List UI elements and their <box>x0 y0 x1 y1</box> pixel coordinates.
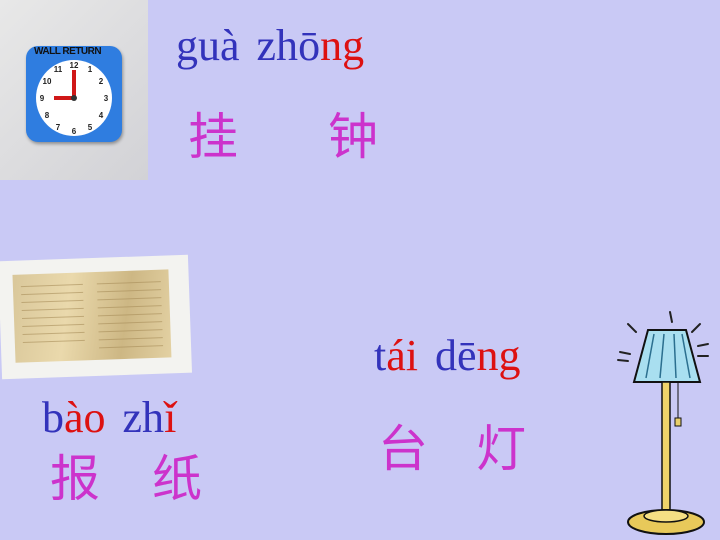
newspaper-pinyin: bào zhǐ <box>42 396 176 440</box>
pinyin-initial: t <box>374 331 387 380</box>
newspaper-hanzi-2: 纸 <box>152 450 202 508</box>
lamp-hanzi-1: 台 <box>378 420 428 478</box>
clock-face: 12 3 6 9 1 2 4 5 7 8 10 11 <box>26 46 122 142</box>
pinyin-final: ào <box>64 393 106 442</box>
newspaper-image <box>0 254 193 380</box>
newspaper-hanzi-1: 报 <box>50 450 100 508</box>
svg-text:11: 11 <box>54 65 63 74</box>
lamp-pinyin: tái dēng <box>374 334 521 378</box>
clock-brand-text: WALL RETURN <box>34 46 102 57</box>
svg-text:4: 4 <box>99 111 104 120</box>
svg-text:1: 1 <box>88 65 93 74</box>
pinyin-tone-vowel: ē <box>457 331 477 380</box>
pinyin-final: ng <box>320 21 365 70</box>
lamp-hanzi-2: 灯 <box>476 420 526 478</box>
newspaper-print-icon <box>20 281 164 349</box>
svg-text:3: 3 <box>104 94 109 103</box>
svg-text:7: 7 <box>56 123 61 132</box>
svg-text:10: 10 <box>43 77 52 86</box>
pinyin-syllable-initial: g <box>176 21 198 70</box>
svg-text:8: 8 <box>45 111 50 120</box>
wall-clock-image: 12 3 6 9 1 2 4 5 7 8 10 11 WALL RETURN <box>0 0 148 180</box>
pinyin-tone-vowel: ǐ <box>164 393 177 442</box>
pinyin-initial: b <box>42 393 64 442</box>
pinyin-syllable-rest: uà <box>198 21 240 70</box>
pinyin-initial: zh <box>122 393 165 442</box>
svg-text:5: 5 <box>88 123 93 132</box>
pinyin-tone-vowel: ō <box>298 21 321 70</box>
pinyin-final: ái <box>386 331 418 380</box>
pinyin-initial: d <box>435 331 457 380</box>
pinyin-final: ng <box>476 331 521 380</box>
clock-pinyin: guà zhōng <box>176 24 364 68</box>
clock-hanzi-1: 挂 <box>188 108 238 166</box>
svg-text:9: 9 <box>40 94 45 103</box>
newspaper-sheet <box>12 269 172 363</box>
svg-text:12: 12 <box>70 61 79 70</box>
clock-dial-icon: 12 3 6 9 1 2 4 5 7 8 10 11 <box>36 60 112 136</box>
pinyin-part: zh <box>256 21 299 70</box>
svg-text:2: 2 <box>99 77 104 86</box>
floor-lamp-image <box>617 311 709 535</box>
svg-text:6: 6 <box>72 127 77 136</box>
clock-hanzi-2: 钟 <box>328 108 378 166</box>
